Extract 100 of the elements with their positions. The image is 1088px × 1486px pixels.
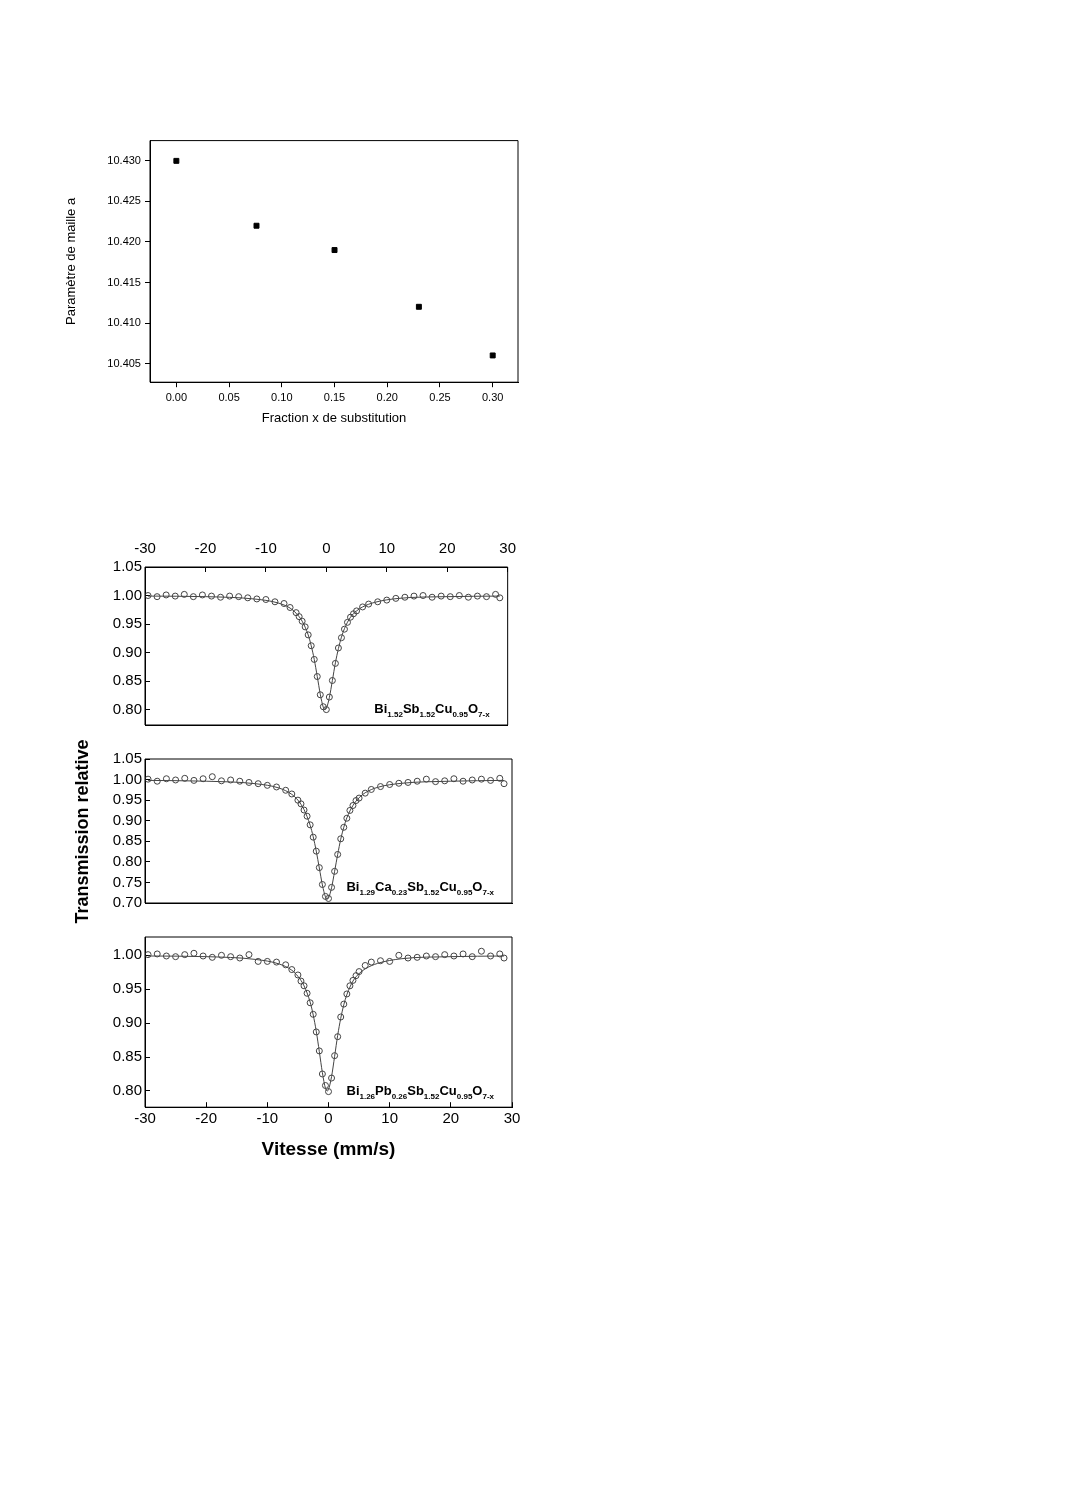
x2-tick-label: -30 [134, 539, 156, 557]
x-tick-label: 0.25 [429, 390, 451, 403]
point [401, 593, 409, 601]
point [422, 952, 430, 960]
point [288, 790, 296, 798]
x-tick-label: 0.15 [323, 390, 346, 403]
point [361, 961, 369, 969]
point [340, 1000, 348, 1008]
y-tick-label: 0.90 [112, 642, 142, 660]
point [315, 864, 323, 872]
point [355, 794, 363, 802]
y-tick-label: 0.80 [112, 852, 142, 869]
point [441, 777, 449, 785]
point [309, 1010, 317, 1018]
x-tick-label: 30 [503, 1109, 521, 1127]
point [487, 776, 495, 784]
point [288, 966, 296, 974]
point [331, 867, 339, 875]
point [328, 883, 336, 891]
point [181, 774, 189, 782]
point [318, 880, 326, 888]
x2-tick-label: -20 [194, 539, 217, 557]
point [340, 625, 348, 633]
y-tick-label: 1.00 [112, 769, 142, 787]
point [190, 776, 198, 784]
point [322, 706, 330, 714]
point [441, 951, 449, 959]
point [455, 592, 463, 600]
point [383, 596, 391, 604]
point [199, 775, 207, 783]
point [468, 776, 476, 784]
point [306, 999, 314, 1007]
y-tick-label: 10.425 [107, 194, 141, 207]
point [198, 591, 206, 599]
y-tick-label: 1.05 [112, 749, 142, 767]
point [376, 957, 384, 965]
point [280, 600, 288, 608]
point [217, 951, 225, 959]
point [235, 593, 243, 601]
point [349, 976, 357, 984]
point [153, 593, 161, 601]
point [459, 777, 467, 785]
y-tick-label: 0.70 [112, 893, 142, 911]
point [367, 785, 375, 793]
point [340, 823, 348, 831]
y-tick-label: 0.95 [112, 614, 142, 632]
point [346, 982, 354, 990]
point [207, 592, 215, 600]
point [294, 971, 302, 979]
point [459, 950, 467, 958]
point [500, 954, 508, 962]
point [325, 894, 332, 902]
x2-tick-label: 30 [499, 539, 516, 557]
point [208, 773, 216, 781]
point [446, 593, 454, 601]
point [244, 594, 252, 602]
point [310, 655, 318, 663]
y-tick-label: 1.00 [112, 945, 142, 963]
point [172, 953, 180, 961]
y-axis-title: Transmission relative [71, 738, 93, 924]
point [422, 775, 430, 783]
point [410, 592, 418, 600]
point [331, 1052, 339, 1060]
point [162, 591, 170, 599]
y-tick-label: 10.415 [107, 275, 141, 288]
point [273, 958, 281, 966]
point [199, 952, 207, 960]
point [419, 592, 427, 600]
point [321, 1082, 329, 1089]
point [489, 352, 496, 359]
point [300, 982, 308, 990]
point [262, 596, 270, 604]
point [450, 952, 458, 960]
point [307, 642, 315, 650]
point [437, 592, 445, 600]
y-tick-label: 10.410 [107, 316, 141, 329]
point [473, 592, 481, 600]
point [145, 592, 152, 600]
point [245, 778, 253, 786]
point [180, 590, 188, 598]
point [162, 775, 170, 783]
point [145, 951, 152, 959]
point [496, 950, 504, 958]
point [367, 958, 375, 966]
y-tick-label: 0.90 [112, 810, 142, 828]
point [303, 812, 311, 820]
x2-tick-label: 0 [322, 539, 331, 557]
point [301, 623, 309, 631]
point [306, 821, 314, 829]
point [282, 961, 290, 969]
point [337, 634, 345, 642]
point [432, 953, 440, 961]
point [352, 797, 360, 805]
y-tick-label: 10.430 [107, 153, 141, 166]
point [395, 951, 403, 959]
point [413, 953, 421, 961]
x-tick-label: 10 [381, 1109, 399, 1127]
y-tick-label: 0.85 [112, 671, 142, 689]
point [236, 954, 244, 962]
point [413, 777, 421, 785]
